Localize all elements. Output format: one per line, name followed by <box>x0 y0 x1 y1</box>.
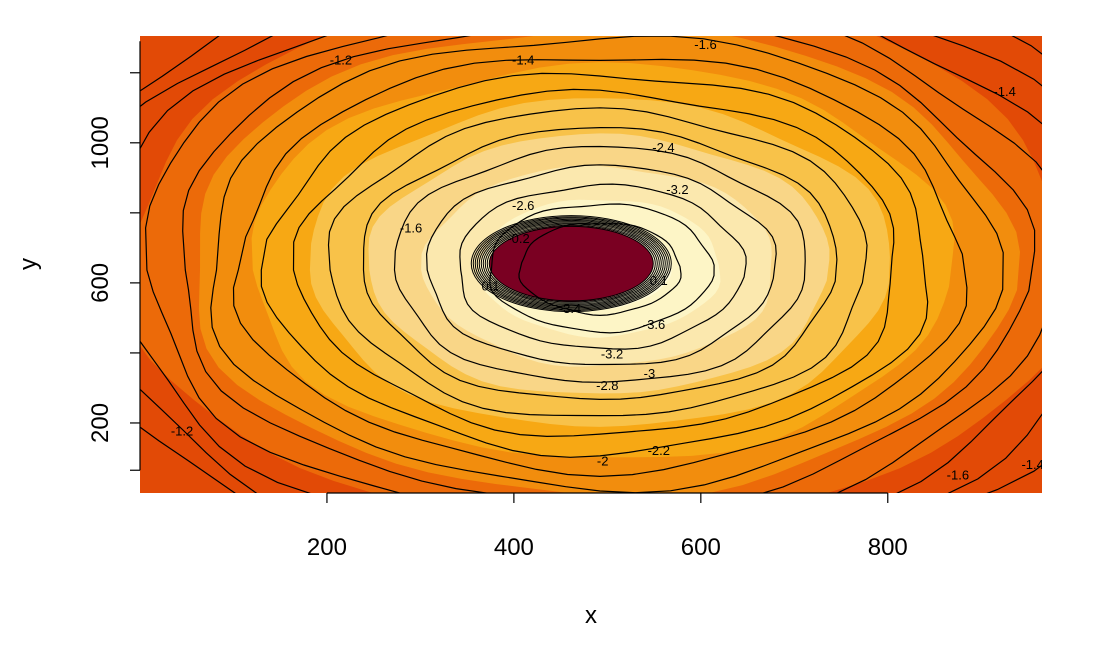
contour-label: -1.4 <box>993 84 1015 99</box>
x-axis-title: x <box>585 602 597 629</box>
peak-contour <box>474 217 668 310</box>
contour-line <box>327 107 868 417</box>
x-tick-label: 200 <box>307 534 347 561</box>
contour-line <box>362 126 838 401</box>
contour-line <box>425 164 777 366</box>
contour-line <box>518 223 682 317</box>
contour-line <box>459 183 747 350</box>
contour-lines <box>140 36 1042 493</box>
y-tick-label: 600 <box>87 263 114 303</box>
peak-contour <box>476 218 666 309</box>
contour-line <box>182 36 1036 493</box>
contour-label: -1.6 <box>947 467 969 482</box>
y-tick-label: 1000 <box>87 116 114 169</box>
contour-label: -1.6 <box>694 37 716 52</box>
peak-contour <box>482 222 660 305</box>
contour-line <box>292 88 895 438</box>
contour-label: 0.1 <box>481 278 499 293</box>
peak-contour <box>472 216 670 311</box>
contour-label: -2.2 <box>648 443 670 458</box>
contour-label: -3.2 <box>601 347 623 362</box>
peak-contour <box>484 223 658 304</box>
peak-contour <box>480 221 662 307</box>
contour-label: -2.6 <box>512 198 534 213</box>
contour-fills <box>140 36 1042 493</box>
contour-label: -1.2 <box>171 424 193 439</box>
contour-label: -2.8 <box>596 378 618 393</box>
contour-label: -3.2 <box>666 182 688 197</box>
peak-contour <box>470 215 672 313</box>
y-axis-title: y <box>15 258 42 270</box>
contour-label: -1.4 <box>1021 457 1043 472</box>
peak-contour <box>478 219 664 308</box>
y-axis: 200 600 1000 <box>87 41 141 471</box>
plot-area: -1.2 -1.4 -1.6 -1.4 -2.4 -3.2 -2.6 -1.6 -0.2 0.1 0… <box>140 36 1043 493</box>
contour-label: -3.4 <box>559 301 581 316</box>
contour-line <box>489 203 715 334</box>
contour-line <box>393 145 806 383</box>
y-tick-label: 200 <box>87 403 114 443</box>
peak-contour <box>488 225 654 302</box>
x-tick-label: 600 <box>681 534 721 561</box>
contour-label: -3.6 <box>643 317 665 332</box>
contour-line <box>210 36 1004 493</box>
contour-label: -2 <box>597 453 609 468</box>
peak-contour <box>486 224 656 303</box>
contour-label: -0.2 <box>507 231 529 246</box>
contour-line <box>232 58 968 478</box>
contour-labels: -1.2 -1.4 -1.6 -1.4 -2.4 -3.2 -2.6 -1.6 -0.2 0.1 0… <box>171 37 1043 483</box>
contour-line <box>260 72 929 458</box>
x-tick-label: 400 <box>494 534 534 561</box>
contour-label: -1.4 <box>512 53 534 68</box>
contour-label: -2.4 <box>652 140 674 155</box>
x-tick-label: 800 <box>868 534 908 561</box>
x-axis: 200 400 600 800 <box>307 492 908 561</box>
contour-line <box>144 36 1042 493</box>
contour-label: -3 <box>644 366 656 381</box>
contour-label: 0.1 <box>650 273 668 288</box>
contour-label: -1.2 <box>330 53 352 68</box>
contour-label: -1.6 <box>400 221 422 236</box>
